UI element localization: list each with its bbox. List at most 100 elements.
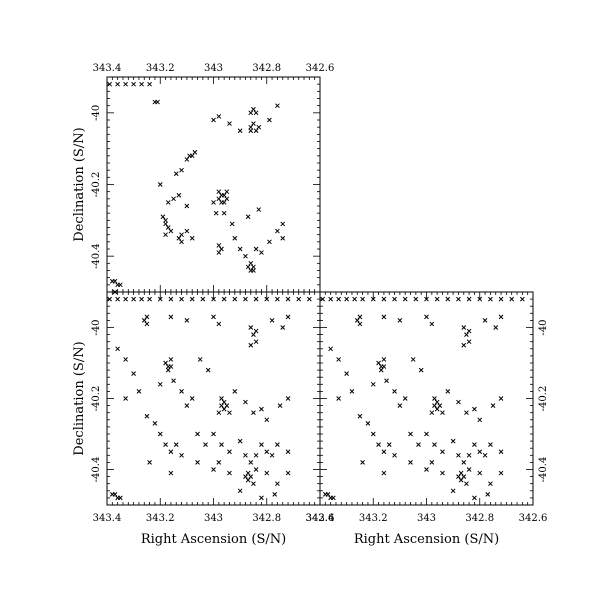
y-tick-label: -40 xyxy=(91,319,102,335)
data-point xyxy=(144,314,150,320)
data-point xyxy=(237,128,243,134)
data-point xyxy=(456,452,461,458)
data-point xyxy=(488,442,493,448)
data-point xyxy=(179,232,184,238)
data-point xyxy=(176,192,182,198)
data-point xyxy=(402,296,408,302)
data-point xyxy=(168,296,174,302)
data-point xyxy=(160,214,166,220)
data-point xyxy=(285,396,291,401)
panel-bottom-left: 343.4 343.2 343 342.8 342.6 -40 -40.2 -40.4 Righ… xyxy=(72,291,334,547)
data-point xyxy=(336,357,341,362)
data-point xyxy=(216,196,222,202)
data-point xyxy=(432,442,437,448)
data-point xyxy=(325,491,331,497)
x-tick-label: 343.2 xyxy=(146,513,175,524)
data-point xyxy=(248,460,254,465)
x-tick-label: 342.8 xyxy=(252,63,281,74)
data-point xyxy=(168,364,174,369)
data-point xyxy=(248,260,254,266)
data-point xyxy=(259,442,264,448)
data-point xyxy=(464,332,469,337)
data-point xyxy=(157,296,163,302)
data-point xyxy=(280,325,286,330)
data-point xyxy=(147,460,152,465)
data-point xyxy=(397,403,403,408)
data-point xyxy=(466,296,472,302)
data-point xyxy=(243,253,248,259)
data-point xyxy=(168,470,174,476)
data-point xyxy=(429,410,435,416)
data-point xyxy=(472,442,477,448)
data-point xyxy=(472,495,477,501)
data-point xyxy=(432,403,437,408)
x-tick-label: 343.4 xyxy=(93,513,122,524)
data-point xyxy=(424,431,429,437)
x-tick-label: 343 xyxy=(204,63,223,74)
data-point xyxy=(519,296,525,302)
data-point xyxy=(251,268,256,273)
data-point xyxy=(357,413,363,419)
data-point xyxy=(147,81,152,87)
data-point xyxy=(115,296,121,302)
data-point xyxy=(184,403,190,408)
y-tick-label: -40.2 xyxy=(91,386,102,412)
data-point xyxy=(168,357,174,362)
data-point xyxy=(219,396,224,401)
data-point xyxy=(219,200,224,205)
data-point xyxy=(243,399,248,405)
data-point xyxy=(216,250,222,255)
data-point xyxy=(112,491,118,497)
x-tick-label: 343.2 xyxy=(359,513,388,524)
data-point xyxy=(461,460,467,465)
data-point xyxy=(176,235,182,241)
data-point xyxy=(131,296,136,302)
data-point xyxy=(168,449,174,455)
data-point xyxy=(259,406,264,412)
data-point xyxy=(237,488,243,494)
data-point xyxy=(477,449,483,455)
data-point xyxy=(466,328,472,334)
data-point xyxy=(376,442,381,448)
data-point xyxy=(117,282,123,288)
data-point xyxy=(243,474,248,479)
data-point xyxy=(189,235,195,241)
data-point xyxy=(498,296,504,302)
data-point xyxy=(144,321,150,327)
data-point xyxy=(440,410,445,416)
data-point xyxy=(232,235,238,241)
data-point xyxy=(107,296,113,302)
data-point xyxy=(232,389,238,394)
data-point xyxy=(429,460,435,465)
data-point xyxy=(285,296,291,302)
data-point xyxy=(168,314,174,320)
data-point xyxy=(163,217,168,223)
data-point xyxy=(216,243,222,248)
data-point xyxy=(336,396,341,401)
data-point xyxy=(163,221,168,227)
data-point xyxy=(370,431,376,437)
data-point xyxy=(219,246,224,252)
data-point xyxy=(131,81,136,87)
data-point xyxy=(163,442,168,448)
data-point xyxy=(357,314,363,320)
data-point xyxy=(211,314,216,320)
data-point xyxy=(157,182,163,187)
data-point xyxy=(408,460,413,465)
data-point xyxy=(477,417,483,423)
data-point xyxy=(466,452,472,458)
data-point xyxy=(213,210,219,216)
data-point xyxy=(477,470,483,476)
data-point xyxy=(219,442,224,448)
data-point xyxy=(330,495,336,501)
data-point xyxy=(123,81,128,87)
data-point xyxy=(219,403,224,408)
data-point xyxy=(211,117,216,123)
data-point xyxy=(189,396,195,401)
data-point xyxy=(243,296,248,302)
data-point xyxy=(248,110,254,116)
data-point xyxy=(360,460,365,465)
data-point xyxy=(211,200,216,205)
data-point xyxy=(253,128,259,134)
